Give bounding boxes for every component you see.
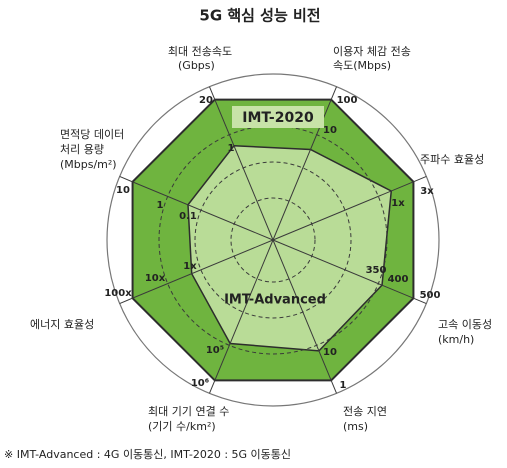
spoke: [272, 239, 427, 304]
ring: [194, 161, 352, 319]
axis-label: 최대 전송속도: [168, 45, 232, 58]
spoke: [119, 239, 274, 304]
tick-label: 1x: [183, 261, 197, 272]
outer-circle: [106, 73, 440, 407]
footnote: ※ IMT-Advanced : 4G 이동통신, IMT-2020 : 5G …: [4, 448, 291, 461]
axis-label: 처리 용량: [60, 143, 104, 156]
tick-label: 100: [337, 95, 358, 106]
series-label: IMT-Advanced: [224, 293, 326, 308]
spoke: [209, 86, 274, 241]
axis-label: 이용자 체감 전송: [333, 45, 411, 58]
series-label: IMT-2020: [242, 110, 314, 126]
tick-label: 400: [388, 274, 409, 285]
axis-label: 최대 기기 연결 수: [148, 405, 229, 418]
tick-label: 20: [199, 95, 213, 106]
ring: [158, 125, 388, 355]
spoke: [209, 239, 274, 394]
axis-label: 에너지 효율성: [30, 318, 94, 331]
tick-label: 3x: [420, 186, 434, 197]
tick-label: 1: [340, 380, 347, 391]
spoke: [272, 86, 337, 241]
tick-label: 100x: [104, 288, 132, 299]
axis-label: 전송 지연: [343, 405, 387, 418]
tick-label: 10⁵: [206, 345, 224, 356]
axis-label: 속도(Mbps): [333, 59, 391, 72]
rings: [158, 125, 388, 355]
axis-label: 면적당 데이터: [60, 128, 124, 141]
tick-label: 10: [323, 347, 337, 358]
axis-label: (Mbps/m²): [60, 158, 117, 171]
axis-label: (km/h): [438, 333, 474, 346]
spoke: [272, 176, 427, 241]
spoke: [119, 176, 274, 241]
title: 5G 핵심 성능 비전: [199, 7, 320, 25]
tick-label: 10: [116, 185, 130, 196]
tick-label: 10⁶: [191, 378, 209, 389]
series-label-bg: [232, 106, 324, 128]
tick-label: 10x: [145, 273, 166, 284]
tick-label: 1: [228, 143, 235, 154]
axis-label: (ms): [343, 420, 368, 433]
axis-label: 주파수 효율성: [420, 153, 484, 166]
ring: [230, 197, 316, 283]
tick-label: 1: [157, 200, 164, 211]
axis-label: (Gbps): [178, 59, 215, 72]
spoke: [272, 239, 337, 394]
axis-label: 고속 이동성: [438, 318, 492, 331]
spokes: [119, 86, 427, 394]
tick-label: 500: [420, 290, 441, 301]
tick-label: 0.1: [179, 211, 197, 222]
tick-label: 10: [323, 125, 337, 136]
tick-label: 350: [366, 265, 387, 276]
tick-label: 1x: [391, 198, 405, 209]
axis-label: (기기 수/km²): [148, 420, 216, 433]
